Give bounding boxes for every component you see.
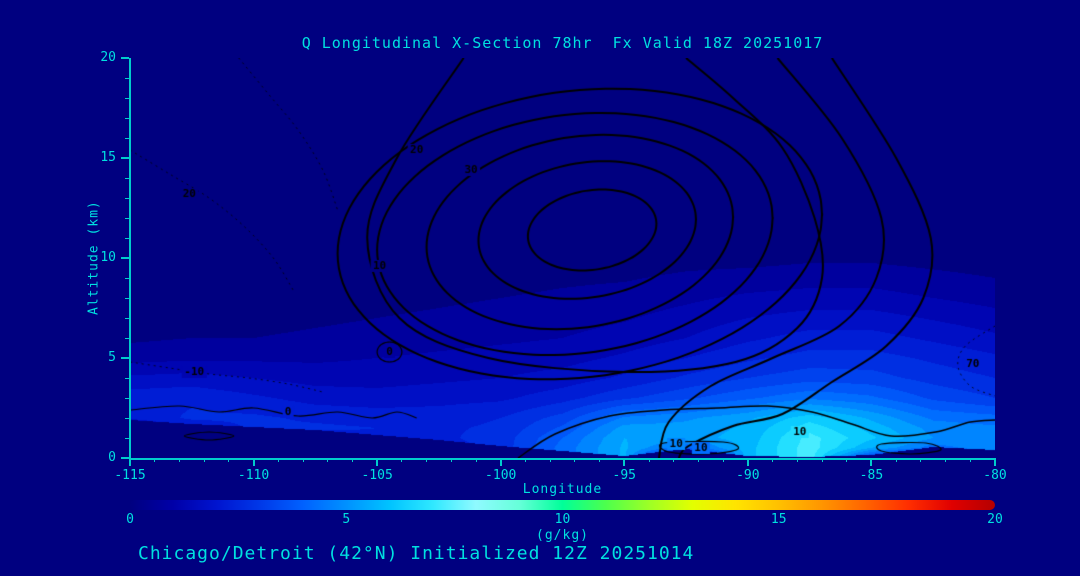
colorbar-ticks: 0 5 10 15 20 — [0, 512, 1080, 528]
x-minor-tick — [178, 458, 180, 462]
x-minor-tick — [524, 458, 526, 462]
y-minor-tick — [125, 417, 129, 419]
y-minor-tick — [125, 197, 129, 199]
x-minor-tick — [228, 458, 230, 462]
x-minor-tick — [969, 458, 971, 462]
x-minor-tick — [302, 458, 304, 462]
y-minor-tick — [125, 337, 129, 339]
x-tick-label: -110 — [237, 468, 270, 483]
y-minor-tick — [125, 177, 129, 179]
colorbar-tick-label: 10 — [554, 512, 571, 527]
x-minor-tick — [722, 458, 724, 462]
x-minor-tick — [327, 458, 329, 462]
x-minor-tick — [821, 458, 823, 462]
y-axis-title: Altitude (km) — [86, 200, 102, 316]
y-minor-tick — [125, 397, 129, 399]
x-minor-tick — [277, 458, 279, 462]
colorbar-tick-label: 15 — [770, 512, 787, 527]
x-minor-tick — [549, 458, 551, 462]
x-minor-tick — [574, 458, 576, 462]
x-minor-tick — [846, 458, 848, 462]
colorbar-tick-label: 0 — [126, 512, 134, 527]
y-minor-tick — [125, 297, 129, 299]
x-tick — [870, 458, 873, 466]
y-minor-tick — [125, 437, 129, 439]
x-minor-tick — [450, 458, 452, 462]
y-tick — [121, 357, 129, 359]
x-tick — [623, 458, 626, 466]
x-tick-label: -90 — [736, 468, 760, 483]
x-minor-tick — [895, 458, 897, 462]
colorbar-tick-label: 5 — [342, 512, 351, 527]
x-minor-tick — [599, 458, 601, 462]
y-tick — [121, 157, 129, 159]
x-tick-label: -80 — [983, 468, 1007, 483]
y-tick — [121, 457, 129, 459]
x-axis-line — [129, 458, 996, 460]
x-tick-label: -95 — [612, 468, 637, 483]
x-minor-tick — [648, 458, 650, 462]
y-minor-tick — [125, 317, 129, 319]
x-minor-tick — [475, 458, 477, 462]
y-minor-tick — [125, 97, 129, 99]
y-tick — [121, 257, 129, 259]
colorbar — [130, 500, 995, 510]
x-tick-label: -115 — [114, 468, 146, 483]
chart-title: Q Longitudinal X-Section 78hr Fx Valid 1… — [301, 34, 824, 52]
x-minor-tick — [401, 458, 403, 462]
x-minor-tick — [203, 458, 205, 462]
x-minor-tick — [772, 458, 774, 462]
x-minor-tick — [351, 458, 353, 462]
x-minor-tick — [945, 458, 947, 462]
x-minor-tick — [426, 458, 428, 462]
x-tick — [499, 458, 502, 466]
colorbar-tick-label: 20 — [987, 512, 1003, 527]
x-minor-tick — [920, 458, 922, 462]
y-minor-tick — [125, 277, 129, 279]
colorbar-unit-label: (g/kg) — [536, 528, 589, 543]
y-minor-tick — [125, 377, 129, 379]
x-tick-label: -100 — [485, 468, 517, 483]
x-minor-tick — [673, 458, 675, 462]
x-tick — [376, 458, 379, 466]
x-tick-label: -85 — [859, 468, 884, 483]
x-tick — [252, 458, 255, 466]
x-tick — [994, 458, 996, 466]
y-tick — [121, 57, 129, 59]
y-minor-tick — [125, 117, 129, 119]
chart-caption: Chicago/Detroit (42°N) Initialized 12Z 2… — [138, 543, 695, 564]
y-minor-tick — [125, 77, 129, 79]
y-minor-tick — [125, 237, 129, 239]
x-minor-tick — [154, 458, 156, 462]
y-minor-tick — [125, 217, 129, 219]
xsection-field-canvas — [130, 58, 995, 458]
x-axis-title: Longitude — [522, 482, 603, 497]
x-tick — [746, 458, 749, 466]
x-tick-label: -105 — [361, 468, 393, 483]
y-minor-tick — [125, 137, 129, 139]
x-minor-tick — [697, 458, 699, 462]
x-tick — [129, 458, 131, 466]
x-minor-tick — [796, 458, 798, 462]
